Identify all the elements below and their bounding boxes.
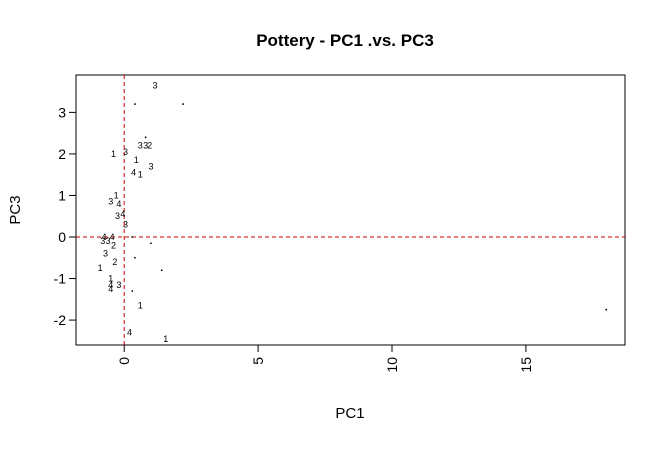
x-tick-label: 5 — [250, 357, 266, 365]
point-label: 4 — [108, 284, 113, 294]
point-label: 4 — [116, 199, 121, 209]
point-label: 3 — [116, 280, 121, 290]
y-axis-label: PC3 — [7, 195, 24, 224]
point-label: 3 — [115, 211, 120, 221]
point-label: 2 — [112, 257, 117, 267]
point-label: 1 — [134, 155, 139, 165]
x-tick-label: 0 — [116, 357, 132, 365]
point-label: 4 — [120, 209, 125, 219]
point-label: 4 — [110, 232, 115, 242]
point-label: 1 — [163, 334, 168, 344]
data-point — [131, 290, 134, 292]
data-point — [144, 136, 147, 139]
y-tick-label: -1 — [54, 271, 67, 287]
point-label: 3 — [123, 147, 128, 157]
point-label: 1 — [114, 190, 119, 200]
data-point — [160, 269, 163, 272]
point-label: 1 — [108, 274, 113, 284]
point-label: 1 — [98, 263, 103, 273]
point-label: 1 — [138, 170, 143, 180]
point-label: 1 — [138, 301, 143, 311]
y-tick-label: 3 — [58, 104, 66, 120]
y-tick-label: -2 — [54, 312, 67, 328]
data-point — [182, 103, 185, 105]
point-label: 3 — [103, 249, 108, 259]
data-point — [150, 242, 152, 245]
x-tick-label: 10 — [384, 357, 400, 373]
point-label: 2 — [147, 141, 152, 151]
point-label: 1 — [111, 149, 116, 159]
point-label: 3 — [143, 141, 148, 151]
y-tick-label: 0 — [58, 229, 66, 245]
x-tick-label: 15 — [518, 357, 534, 373]
point-label: 3 — [106, 236, 111, 246]
chart-title: Pottery - PC1 .vs. PC3 — [256, 31, 434, 50]
plot-frame — [75, 74, 626, 346]
reference-lines — [76, 75, 625, 345]
y-tick-label: 1 — [58, 187, 66, 203]
point-label: 4 — [131, 168, 136, 178]
point-label: 4 — [127, 328, 132, 338]
point-label: 3 — [148, 161, 153, 171]
point-label: 3 — [123, 220, 128, 230]
y-tick-label: 2 — [58, 146, 66, 162]
point-label: 4 — [108, 280, 113, 290]
data-point — [131, 236, 134, 238]
data-point — [134, 103, 136, 105]
x-axis: 0 5 10 15 — [116, 344, 534, 373]
data-point — [134, 256, 136, 259]
point-label: 3 — [100, 236, 105, 246]
x-axis-label: PC1 — [335, 405, 364, 422]
point-label: 3 — [152, 80, 157, 90]
y-axis: -2 -1 0 1 2 3 — [54, 104, 77, 328]
point-label: 3 — [138, 141, 143, 151]
point-label: 2 — [111, 240, 116, 250]
point-label: 4 — [102, 232, 107, 242]
point-label: 3 — [108, 197, 113, 207]
data-point — [605, 308, 608, 311]
